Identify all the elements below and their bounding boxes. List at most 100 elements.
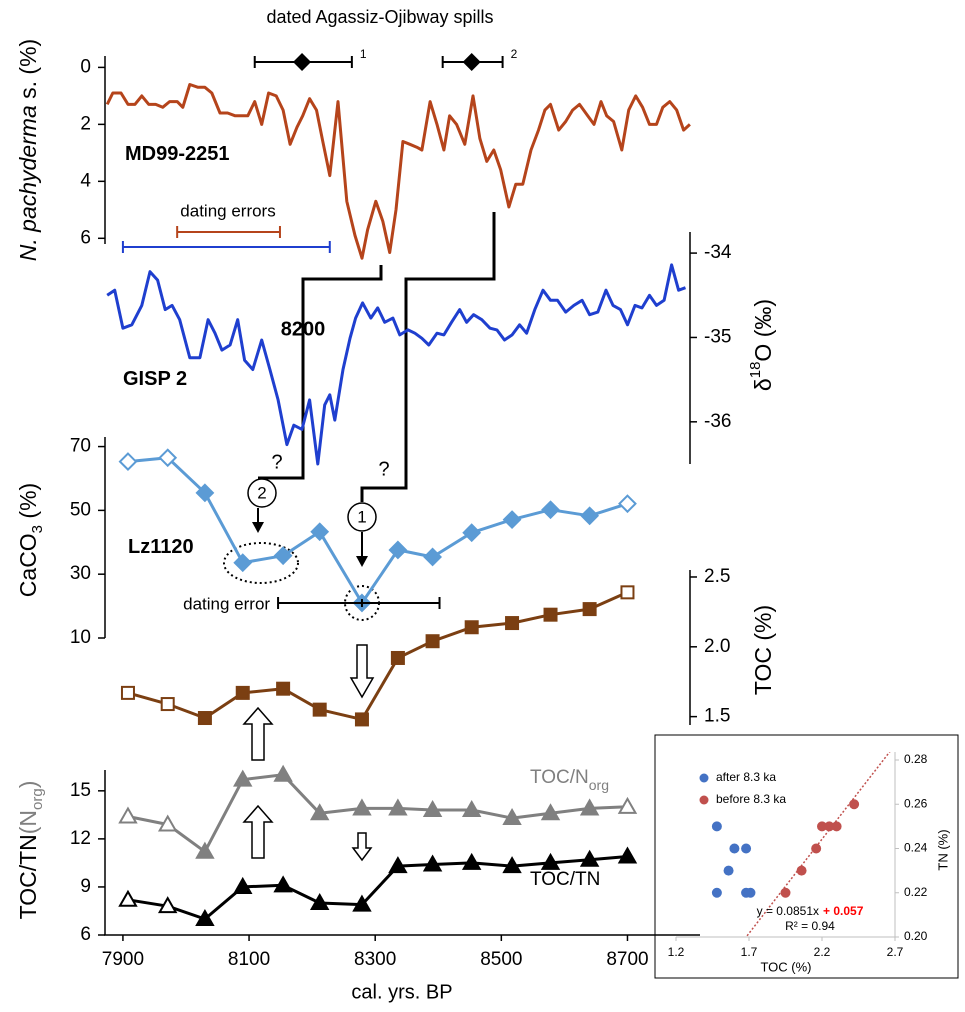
y-tick-label: -36: [704, 411, 731, 432]
y-tick-label: 30: [70, 563, 91, 584]
data-point: [425, 634, 440, 649]
data-point: [312, 702, 327, 717]
data-point: [462, 523, 482, 543]
series-label: TOC/Norg: [530, 767, 609, 793]
data-point: [160, 697, 175, 712]
y-tick-label: -34: [704, 242, 732, 263]
y-tick-label: 0: [80, 56, 91, 77]
circle-marker: [347, 502, 377, 532]
hollow-arrow: [349, 644, 375, 699]
y-axis-title: TOC (%): [750, 605, 776, 695]
scatter-point: [796, 865, 807, 876]
scatter-point: [745, 887, 756, 898]
data-point: [273, 875, 293, 893]
y-axis-title-part: δ: [750, 378, 776, 391]
data-point: [464, 620, 479, 635]
legend-swatch: [699, 795, 709, 805]
y-tick-label: 9: [80, 876, 91, 897]
y-tick-label: 15: [70, 780, 91, 801]
inset-y-tick-label: 0.22: [904, 885, 928, 899]
series-label: GISP 2: [123, 368, 187, 390]
data-point: [620, 585, 635, 600]
dotted-ellipse: [223, 542, 299, 584]
x-tick-label: 8700: [606, 949, 648, 970]
inset-x-title: TOC (%): [760, 959, 811, 974]
y-axis-title: N. pachyderma s. (%): [15, 39, 41, 261]
y-tick-label: 4: [80, 170, 91, 191]
series-label-part: TOC/TN: [530, 869, 600, 890]
data-point: [273, 546, 293, 566]
y-tick-label: 2.5: [704, 566, 730, 587]
dating-error-label: dating error: [183, 594, 270, 613]
y-axis-title-part: (N: [15, 810, 41, 834]
spill-label: 1: [360, 47, 367, 61]
data-point: [582, 602, 597, 617]
spill-marker: [462, 53, 481, 71]
inset-y-tick-label: 0.26: [904, 796, 928, 810]
data-point: [461, 800, 482, 818]
scatter-point: [780, 887, 791, 898]
y-tick-label: 10: [70, 627, 91, 648]
data-point: [118, 889, 138, 907]
data-point: [157, 814, 178, 832]
scatter-point: [729, 843, 740, 854]
link-line: [360, 212, 496, 502]
data-point: [617, 846, 638, 864]
spill-marker: [293, 53, 312, 71]
y-axis-title-part: (%): [15, 483, 41, 525]
y-tick-label: 70: [70, 436, 91, 457]
circled-number: 2: [257, 483, 266, 502]
legend-label: before 8.3 ka: [716, 792, 786, 806]
inset-y-tick-label: 0.20: [904, 929, 928, 943]
y-tick-label: 50: [70, 499, 91, 520]
series-label-part: TOC/N: [530, 767, 589, 788]
data-point: [309, 803, 330, 821]
arrow-head: [356, 556, 368, 567]
data-point: [120, 685, 135, 700]
data-point: [118, 452, 138, 471]
data-point: [540, 803, 561, 821]
inset-x-tick-label: 1.2: [668, 945, 685, 959]
trend-r2: R² = 0.94: [785, 919, 835, 933]
series-label: MD99-2251: [125, 143, 230, 165]
inset-x-tick-label: 1.7: [741, 945, 758, 959]
data-point: [388, 540, 408, 560]
y-axis-title: δ18O (‰): [747, 299, 776, 391]
scatter-point: [849, 799, 860, 810]
circle-marker: [247, 478, 277, 508]
event-label: 8200: [281, 318, 326, 340]
scatter-point: [817, 821, 827, 832]
y-tick-label: 12: [70, 828, 91, 849]
inset-y-tick-label: 0.28: [904, 752, 928, 766]
trend-equation-part: + 0.057: [823, 904, 864, 918]
data-point: [543, 607, 558, 622]
y-tick-label: 1.5: [704, 706, 730, 727]
scatter-point: [711, 887, 722, 898]
series-label-part: MD99-2251: [125, 143, 230, 165]
data-point: [273, 764, 293, 782]
data-point: [195, 841, 215, 859]
y-axis-title-part: org: [29, 788, 46, 810]
data-point: [502, 856, 522, 874]
data-point: [423, 547, 443, 567]
circled-number: 1: [357, 507, 366, 526]
hollow-arrow: [351, 832, 373, 862]
trend-equation: y = 0.0851x + 0.057: [757, 904, 864, 918]
inset-x-tick-label: 2.7: [887, 945, 904, 959]
data-point: [502, 808, 522, 826]
scatter-point: [831, 821, 842, 832]
trendline: [745, 752, 891, 937]
data-line: [106, 263, 687, 466]
data-point: [422, 854, 443, 872]
data-line: [127, 855, 628, 921]
arrow-head: [252, 522, 264, 533]
data-point: [352, 798, 372, 816]
x-tick-label: 8300: [354, 949, 396, 970]
link-line: [258, 265, 383, 480]
data-point: [352, 894, 372, 912]
data-point: [233, 876, 253, 894]
series-label-part: org: [589, 777, 609, 793]
hollow-arrow: [242, 706, 274, 761]
